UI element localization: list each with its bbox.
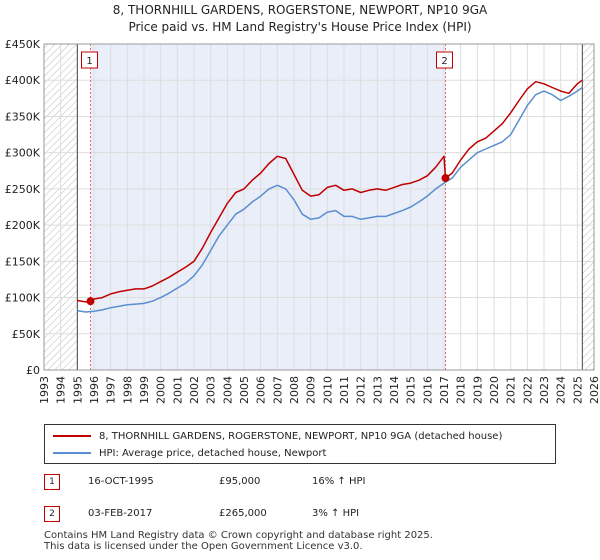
y-tick-label: £450K xyxy=(5,38,41,51)
x-tick-label: 2020 xyxy=(488,376,501,404)
x-tick-label: 2023 xyxy=(538,376,551,404)
x-tick-label: 2011 xyxy=(338,376,351,404)
x-tick-label: 2008 xyxy=(288,376,301,404)
transaction-row: 2 03-FEB-2017 £265,000 3% ↑ HPI xyxy=(44,506,444,526)
property-price-line xyxy=(77,79,583,303)
x-tick-label: 2021 xyxy=(505,376,518,404)
x-tick-label: 2010 xyxy=(321,376,334,404)
x-tick-label: 2018 xyxy=(455,376,468,404)
x-tick-label: 2000 xyxy=(155,376,168,404)
x-tick-label: 1996 xyxy=(88,376,101,404)
y-tick-label: £300K xyxy=(5,147,41,160)
y-tick-label: £200K xyxy=(5,219,41,232)
ownership-period-shade xyxy=(90,44,446,370)
footer-line2: This data is licensed under the Open Gov… xyxy=(44,541,363,552)
price-chart: £0 £50K £100K £150K £200K £250K £300K £350K £400… xyxy=(5,38,600,404)
sale-point xyxy=(86,297,95,306)
x-tick-label: 2025 xyxy=(571,376,584,404)
transaction-date: 03-FEB-2017 xyxy=(88,508,153,519)
x-tick-label: 2002 xyxy=(188,376,201,404)
transaction-row: 1 16-OCT-1995 £95,000 16% ↑ HPI xyxy=(44,474,444,494)
transaction-number-badge: 2 xyxy=(44,506,60,522)
legend-label-hpi: HPI: Average price, detached house, Newp… xyxy=(99,447,327,459)
legend-item-hpi: HPI: Average price, detached house, Newp… xyxy=(53,445,326,461)
x-tick-label: 1994 xyxy=(55,376,68,404)
x-tick-label: 2012 xyxy=(355,376,368,404)
transaction-price: £265,000 xyxy=(219,508,267,519)
transaction-price: £95,000 xyxy=(219,476,261,487)
x-tick-label: 1998 xyxy=(121,376,134,404)
sale-label-box xyxy=(81,51,98,69)
y-tick-label: £100K xyxy=(5,292,41,305)
x-tick-label: 2007 xyxy=(271,376,284,404)
x-tick-label: 1993 xyxy=(38,376,51,404)
chart-title-line1: 8, THORNHILL GARDENS, ROGERSTONE, NEWPOR… xyxy=(112,3,488,17)
no-data-hatch-right xyxy=(582,44,594,370)
y-tick-label: £250K xyxy=(5,183,41,196)
x-tick-label: 2019 xyxy=(471,376,484,404)
legend-swatch-property xyxy=(53,435,91,437)
y-tick-label: £400K xyxy=(5,74,41,87)
sale-point xyxy=(441,174,450,183)
x-tick-label: 2016 xyxy=(421,376,434,404)
x-tick-label: 2014 xyxy=(388,376,401,404)
legend-label-property: 8, THORNHILL GARDENS, ROGERSTONE, NEWPOR… xyxy=(99,430,503,442)
legend-item-property: 8, THORNHILL GARDENS, ROGERSTONE, NEWPOR… xyxy=(53,428,502,444)
x-tick-label: 2013 xyxy=(371,376,384,404)
y-tick-label: £350K xyxy=(5,110,41,123)
legend-swatch-hpi xyxy=(53,452,91,454)
transaction-number-badge: 1 xyxy=(44,474,60,490)
x-tick-label: 2026 xyxy=(588,376,600,404)
x-tick-label: 2024 xyxy=(555,376,568,404)
transaction-date: 16-OCT-1995 xyxy=(88,476,154,487)
x-tick-label: 2001 xyxy=(171,376,184,404)
x-tick-label: 2006 xyxy=(255,376,268,404)
transaction-hpi-diff: 16% ↑ HPI xyxy=(312,476,366,487)
x-tick-label: 2022 xyxy=(521,376,534,404)
y-tick-label: £150K xyxy=(5,255,41,268)
y-tick-label: £0 xyxy=(26,364,40,377)
sale-label-box xyxy=(436,51,453,69)
x-tick-label: 2004 xyxy=(221,376,234,404)
hpi-line xyxy=(77,86,583,313)
x-tick-label: 2003 xyxy=(205,376,218,404)
x-tick-label: 2005 xyxy=(238,376,251,404)
x-tick-label: 1995 xyxy=(71,376,84,404)
x-tick-label: 2017 xyxy=(438,376,451,404)
sale-label-number: 2 xyxy=(441,56,447,67)
footer-line1: Contains HM Land Registry data © Crown c… xyxy=(44,530,433,541)
x-tick-label: 1999 xyxy=(138,376,151,404)
chart-title-line2: Price paid vs. HM Land Registry's House … xyxy=(128,20,472,34)
footer-credit: Contains HM Land Registry data © Crown c… xyxy=(44,530,433,552)
x-tick-label: 2015 xyxy=(405,376,418,404)
x-tick-label: 1997 xyxy=(105,376,118,404)
y-tick-label: £50K xyxy=(12,328,41,341)
plot-border xyxy=(43,43,595,371)
sale-label-number: 1 xyxy=(86,56,92,67)
x-tick-label: 2009 xyxy=(305,376,318,404)
transaction-hpi-diff: 3% ↑ HPI xyxy=(312,508,360,519)
legend: 8, THORNHILL GARDENS, ROGERSTONE, NEWPOR… xyxy=(44,424,556,464)
